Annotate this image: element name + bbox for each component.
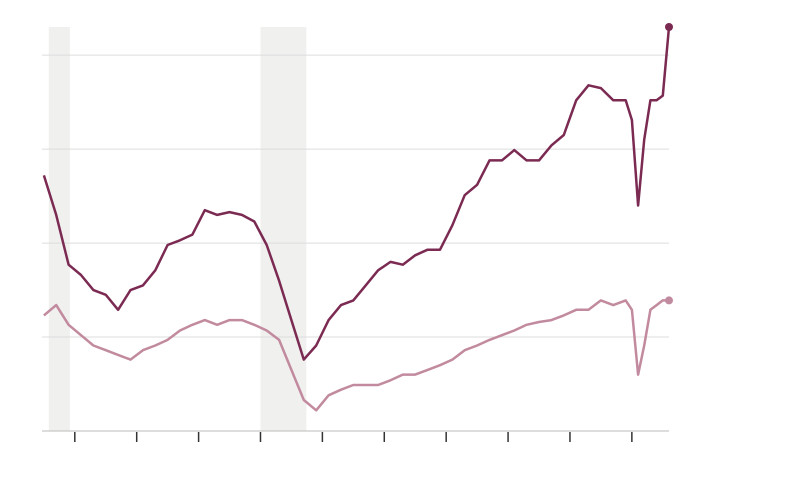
- end-dot: [665, 23, 673, 31]
- series-line: [43, 299, 669, 412]
- end-dot: [665, 296, 673, 305]
- series-line: [42, 26, 671, 361]
- recession-band: [260, 27, 307, 431]
